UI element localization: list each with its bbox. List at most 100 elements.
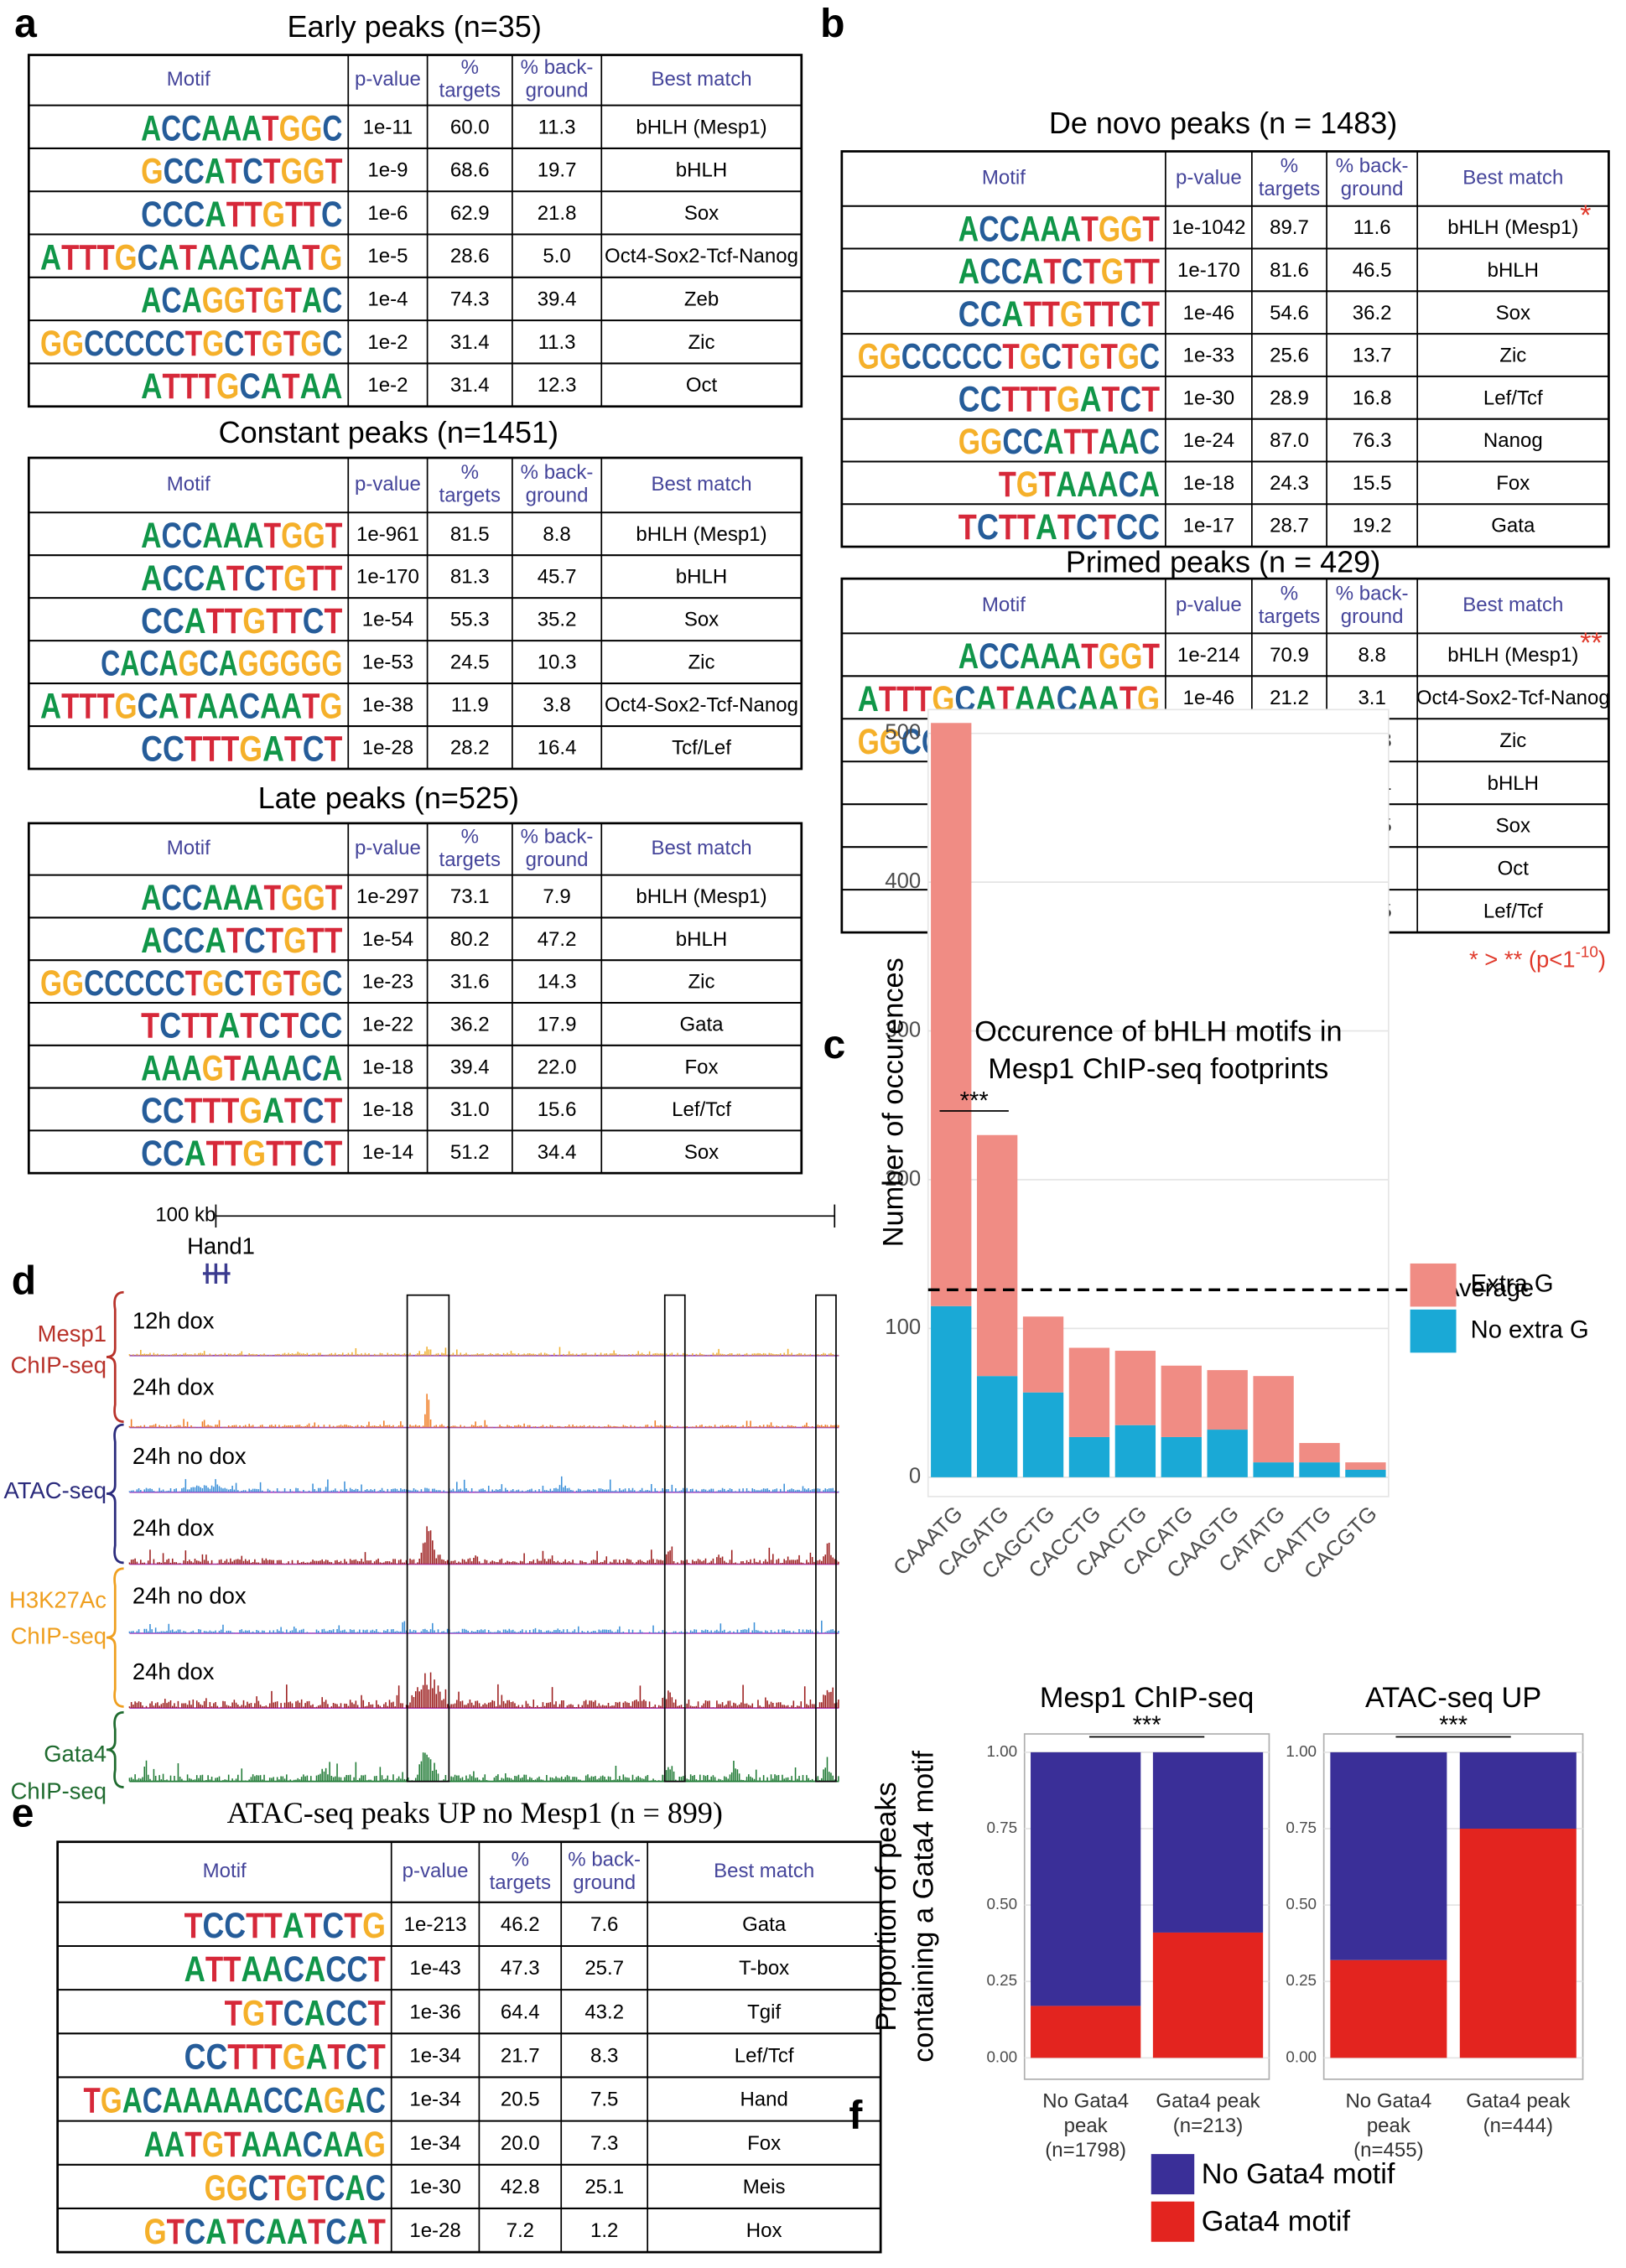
table-cell: 36.2	[450, 1013, 490, 1035]
track-label: 24h dox	[132, 1373, 215, 1399]
table-cell: 80.2	[450, 928, 490, 951]
legend-swatch	[1151, 2201, 1195, 2242]
table-cell: bHLH	[1488, 772, 1539, 795]
table-cell: 70.9	[1270, 644, 1309, 667]
motif-logo: TGACAAAAACCAGAC	[84, 2081, 386, 2121]
header-cell: p-value	[355, 68, 421, 91]
bar-segment	[1345, 1469, 1386, 1477]
header-cell: %	[1281, 582, 1298, 605]
x-tick-label: (n=444)	[1483, 2115, 1553, 2137]
table-cell: Lef/Tcf	[735, 2044, 794, 2067]
bar-segment	[1253, 1462, 1294, 1477]
bar-segment	[1161, 1436, 1202, 1477]
group-brace	[106, 1290, 124, 1424]
header-cell: ground	[1341, 605, 1404, 628]
table-cell: Sox	[684, 609, 719, 631]
chart-title: Mesp1 ChIP-seq footprints	[988, 1053, 1328, 1085]
x-tick-label: No Gata4	[1345, 2090, 1431, 2113]
motif-logo: ACCAAATGGT	[141, 879, 342, 919]
table-cell: Fox	[1496, 472, 1530, 495]
table-cell: 47.3	[501, 1957, 540, 1980]
motif-logo: ACCAAATGGC	[141, 109, 342, 149]
signal-track	[128, 1620, 839, 1633]
motif-logo: GCCATCTGGT	[141, 152, 342, 192]
legend-label: No extra G	[1471, 1316, 1589, 1343]
group-brace	[106, 1423, 124, 1565]
table-border	[27, 456, 803, 771]
group-brace	[106, 1710, 124, 1788]
table-cell: 1e-24	[1183, 429, 1234, 452]
table-cell: Sox	[684, 202, 719, 225]
table-cell: 24.5	[450, 651, 490, 674]
table-cell: Zic	[688, 971, 715, 994]
table-cell: 7.3	[590, 2132, 618, 2155]
group-brace	[106, 1567, 124, 1708]
bar-segment	[1330, 1959, 1447, 2058]
table-title: Early peaks (n=35)	[288, 9, 542, 44]
table-cell: 1e-214	[1177, 644, 1240, 667]
x-tick-label: No Gata4	[1042, 2090, 1129, 2113]
bar-segment	[1330, 1752, 1447, 1960]
table-title: De novo peaks (n = 1483)	[1049, 106, 1397, 140]
header-cell: Best match	[651, 473, 751, 496]
table-cell: 39.4	[538, 288, 577, 311]
table-cell: Tgif	[747, 2001, 781, 2023]
y-tick-label: 1.00	[986, 1742, 1017, 1760]
note-part: )	[1598, 947, 1606, 973]
y-tick-label: 1.00	[1286, 1742, 1317, 1760]
legend-swatch	[1151, 2154, 1195, 2195]
table-cell: 1e-30	[409, 2176, 460, 2198]
table-cell: Hand	[740, 2089, 787, 2111]
table-cell: 1e-36	[409, 2001, 460, 2023]
gene-model	[202, 1263, 231, 1284]
table-cell: Fox	[684, 1056, 718, 1078]
header-cell: %	[1281, 155, 1298, 178]
table-cell: Zic	[688, 331, 715, 354]
bar-segment	[976, 1134, 1018, 1377]
motif-logo: GGCCCCCTGCTGTGC	[858, 337, 1160, 377]
group-label: ChIP-seq	[11, 1778, 106, 1804]
table-cell: 1e-34	[409, 2089, 460, 2111]
signal-track	[128, 1393, 839, 1428]
y-tick-label: 0.75	[986, 1819, 1017, 1836]
table-cell: Oct4-Sox2-Tcf-Nanog	[1416, 687, 1610, 709]
y-tick-label: 0.00	[986, 2047, 1017, 2065]
table-cell: 28.9	[1270, 387, 1309, 409]
motif-logo: ATTTGCATAA	[141, 367, 342, 407]
table-cell: Lef/Tcf	[1483, 900, 1543, 923]
table-cell: bHLH (Mesp1)	[636, 116, 766, 138]
y-axis-label: Number of occurences	[877, 958, 909, 1247]
table-cell: 1e-170	[356, 566, 419, 589]
bar-segment	[1459, 1829, 1577, 2058]
table-cell: 35.2	[538, 609, 577, 631]
highlight-box	[406, 1294, 450, 1783]
bar-segment	[1031, 1752, 1141, 2006]
table-cell: 1e-43	[409, 1957, 460, 1980]
gene-label: Hand1	[187, 1233, 255, 1259]
bar-segment	[1161, 1365, 1202, 1437]
chart-title: ATAC-seq UP	[1365, 1682, 1541, 1714]
motif-logo: ACCATCTGTT	[141, 558, 342, 599]
motif-logo: AAAGTAAACA	[141, 1049, 342, 1089]
table-cell: 1.2	[590, 2219, 618, 2242]
table-cell: 1e-9	[367, 159, 408, 182]
table-cell: 25.7	[584, 1957, 624, 1980]
table-cell: 15.6	[538, 1098, 577, 1121]
table-cell: 42.8	[501, 2176, 540, 2198]
table-cell: 25.6	[1270, 345, 1309, 367]
motif-logo: CCTTTGATCT	[141, 729, 342, 770]
motif-logo: CCTTTGATCT	[141, 1091, 342, 1131]
header-cell: p-value	[1176, 166, 1242, 189]
table-cell: 11.6	[1353, 216, 1391, 239]
significance-mark: **	[1580, 627, 1603, 659]
x-tick-label: (n=455)	[1353, 2139, 1423, 2162]
panel-label: f	[849, 2094, 863, 2138]
table-cell: 1e-23	[362, 971, 413, 994]
header-cell: p-value	[355, 473, 421, 496]
chart-title: Occurence of bHLH motifs in	[974, 1015, 1342, 1047]
table-cell: 1e-18	[1183, 472, 1234, 495]
table-cell: 1e-213	[404, 1913, 467, 1936]
table-cell: 31.6	[450, 971, 490, 994]
signal-track	[128, 1526, 839, 1565]
table-cell: 1e-54	[362, 928, 413, 951]
